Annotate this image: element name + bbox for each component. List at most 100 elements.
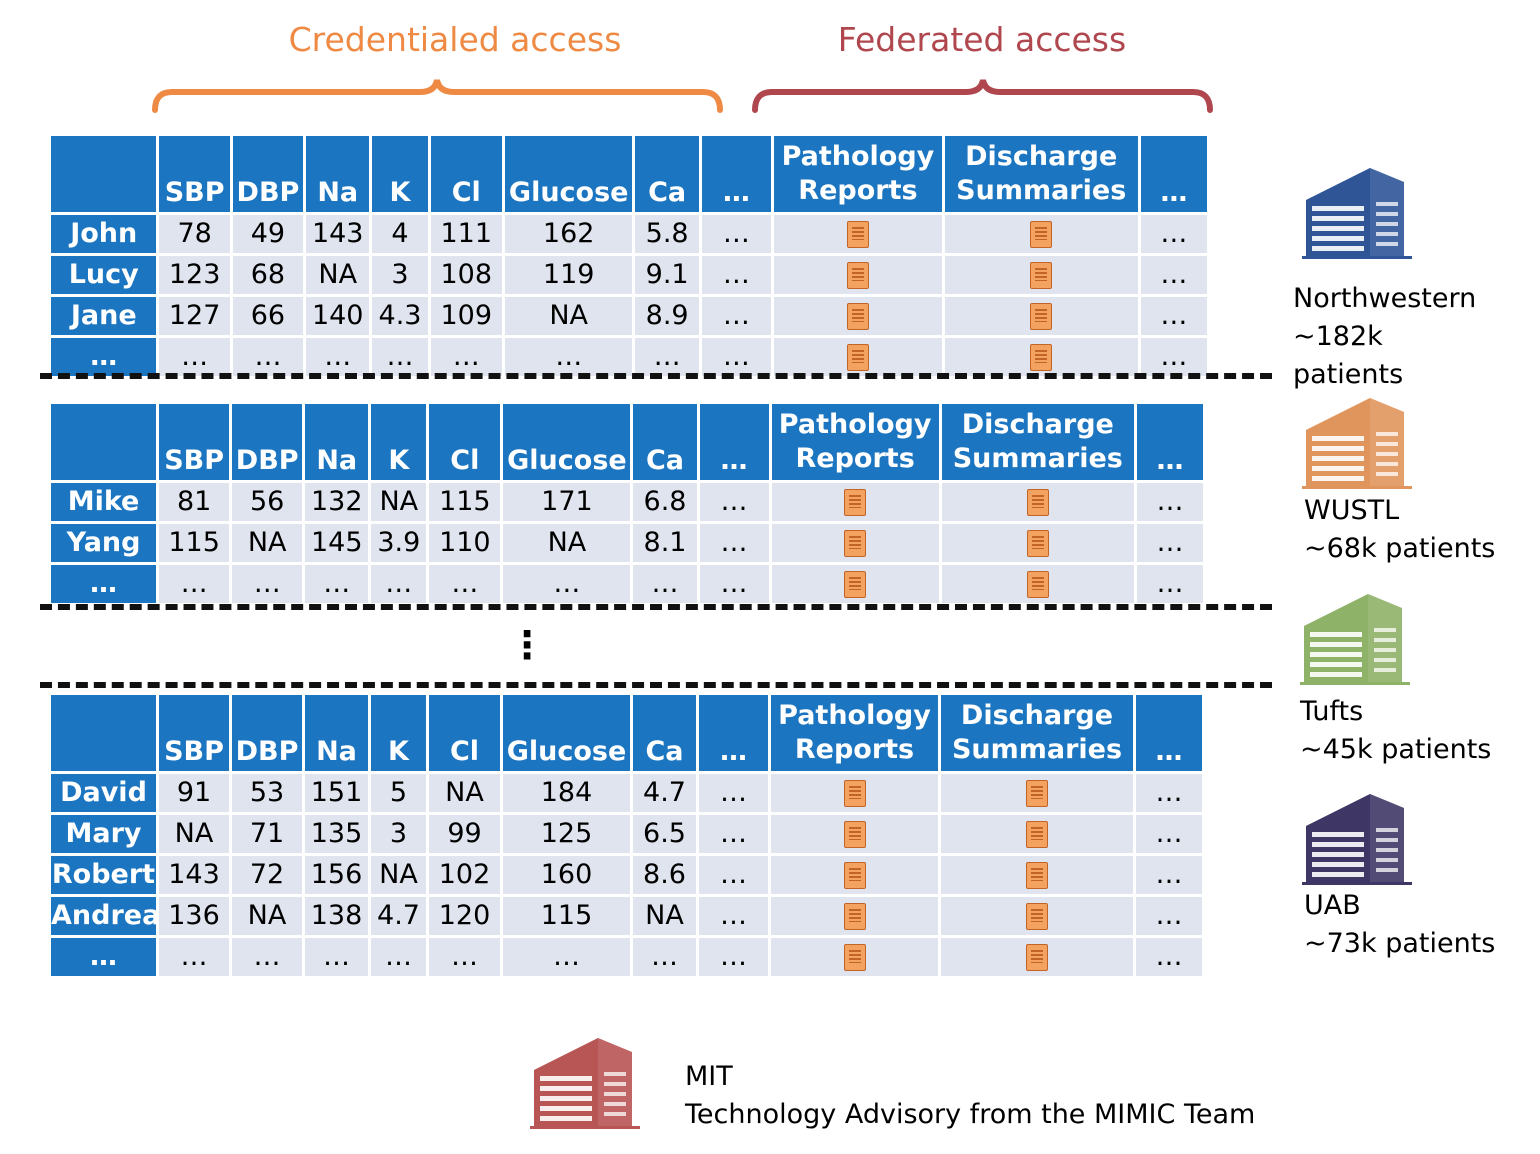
report-cell — [771, 856, 938, 894]
report-cell — [771, 815, 938, 853]
column-header: … — [1140, 136, 1207, 212]
table-cell: … — [159, 565, 230, 603]
document-icon — [846, 344, 869, 371]
report-cell — [941, 938, 1133, 976]
site-label-line: ~182k — [1293, 321, 1383, 352]
column-header: … — [1136, 404, 1203, 480]
table-cell: 66 — [232, 297, 304, 335]
patient-name: Jane — [51, 297, 157, 335]
table-cell: 5 — [371, 774, 426, 812]
federated-brace — [752, 79, 1213, 113]
table-cell: 115 — [503, 897, 630, 935]
table-cell: 138 — [305, 897, 368, 935]
table-row: Mike 81 56 132 NA 115 171 6.8…… — [51, 483, 1203, 521]
document-icon — [1026, 903, 1048, 930]
report-cell — [944, 256, 1138, 294]
column-header: K — [371, 695, 426, 771]
header-row: SBP DBP Na K Cl Glucose Ca… Pathology Reports Di… — [51, 695, 1202, 771]
table-cell: … — [633, 565, 697, 603]
table-row: Robert 143 72 156 NA 102 160 8.6…… — [51, 856, 1202, 894]
table-row: Andrea 136 NA 138 4.7 120 115 NA…… — [51, 897, 1202, 935]
site-label-line: ~73k patients — [1304, 928, 1496, 959]
site-label-line: UAB — [1304, 890, 1361, 921]
table-cell: 160 — [503, 856, 630, 894]
table-row: David 91 53 151 5 NA 184 4.7…… — [51, 774, 1202, 812]
document-icon — [1026, 780, 1048, 807]
separator-line — [40, 682, 1272, 688]
advisor-label: MIT Technology Advisory from the MIMIC Te… — [685, 1058, 1255, 1134]
corner-cell — [51, 136, 157, 212]
document-icon — [1026, 862, 1048, 889]
patient-name: Mary — [51, 815, 156, 853]
table-cell: 110 — [429, 524, 501, 562]
table-cell: 8.1 — [633, 524, 697, 562]
report-cell — [771, 897, 938, 935]
table-cell: 151 — [305, 774, 368, 812]
hospital-building-icon — [1300, 594, 1410, 685]
patient-name: David — [51, 774, 156, 812]
table-cell: 143 — [159, 856, 229, 894]
column-header: Cl — [430, 136, 502, 212]
table-cell: 171 — [503, 483, 631, 521]
table-cell: … — [159, 338, 230, 376]
table-cell: 8.9 — [635, 297, 699, 335]
more-sites-ellipsis: ⋮ — [508, 623, 546, 667]
patient-name: John — [51, 215, 157, 253]
uab-table: SBP DBP Na K Cl Glucose Ca… Pathology Reports Di… — [48, 692, 1205, 979]
header-row: SBP DBP Na K Cl Glucose Ca… Pathology Reports Di… — [51, 136, 1207, 212]
table-cell: 136 — [159, 897, 229, 935]
table-cell: … — [1136, 483, 1203, 521]
report-cell — [774, 338, 942, 376]
table-cell: 115 — [159, 524, 230, 562]
advisor-label-line: MIT — [685, 1061, 733, 1092]
table-cell: 162 — [504, 215, 633, 253]
table-cell: 125 — [503, 815, 630, 853]
site-label: WUSTL ~68k patients — [1304, 492, 1495, 568]
separator-line — [40, 604, 1272, 610]
table-cell: … — [306, 338, 370, 376]
table-cell: 115 — [429, 483, 501, 521]
report-cell — [771, 938, 938, 976]
table-cell: … — [429, 565, 501, 603]
federated-access-label: Federated access — [837, 20, 1127, 59]
table-cell: … — [699, 815, 768, 853]
column-header: Discharge Summaries — [941, 404, 1134, 480]
corner-cell — [51, 695, 156, 771]
table-cell: 4.7 — [633, 774, 696, 812]
site-label-line: patients — [1293, 359, 1404, 390]
table-cell: … — [1140, 297, 1207, 335]
table-cell: … — [503, 565, 631, 603]
table-cell: … — [701, 338, 772, 376]
table-cell: NA — [429, 774, 500, 812]
table-cell: … — [372, 338, 428, 376]
table-cell: NA — [371, 856, 426, 894]
document-icon — [843, 821, 866, 848]
table-cell: 120 — [429, 897, 500, 935]
advisor-label-line: Technology Advisory from the MIMIC Team — [685, 1099, 1256, 1130]
table-cell: 143 — [306, 215, 370, 253]
table-cell: 156 — [305, 856, 368, 894]
table-cell: … — [371, 938, 426, 976]
header-row: SBP DBP Na K Cl Glucose Ca… Pathology Reports Di… — [51, 404, 1203, 480]
column-header: Cl — [429, 695, 500, 771]
table-cell: 53 — [232, 774, 302, 812]
document-icon — [843, 780, 866, 807]
hospital-building-icon — [1302, 794, 1412, 885]
table-cell: 4.7 — [371, 897, 426, 935]
report-cell — [941, 524, 1134, 562]
table-cell: … — [371, 565, 427, 603]
wustl-table: SBP DBP Na K Cl Glucose Ca… Pathology Reports Di… — [48, 401, 1206, 606]
table-cell: 135 — [305, 815, 368, 853]
table-cell: 91 — [159, 774, 229, 812]
table-cell: 127 — [159, 297, 230, 335]
column-header: SBP — [159, 404, 230, 480]
site-label-line: WUSTL — [1304, 495, 1400, 526]
report-cell — [771, 524, 939, 562]
document-icon — [1026, 944, 1048, 971]
column-header: Glucose — [503, 695, 630, 771]
table-cell: NA — [232, 897, 302, 935]
table-cell: … — [633, 938, 696, 976]
report-cell — [774, 297, 942, 335]
table-cell: 109 — [430, 297, 502, 335]
table-cell: … — [504, 338, 633, 376]
